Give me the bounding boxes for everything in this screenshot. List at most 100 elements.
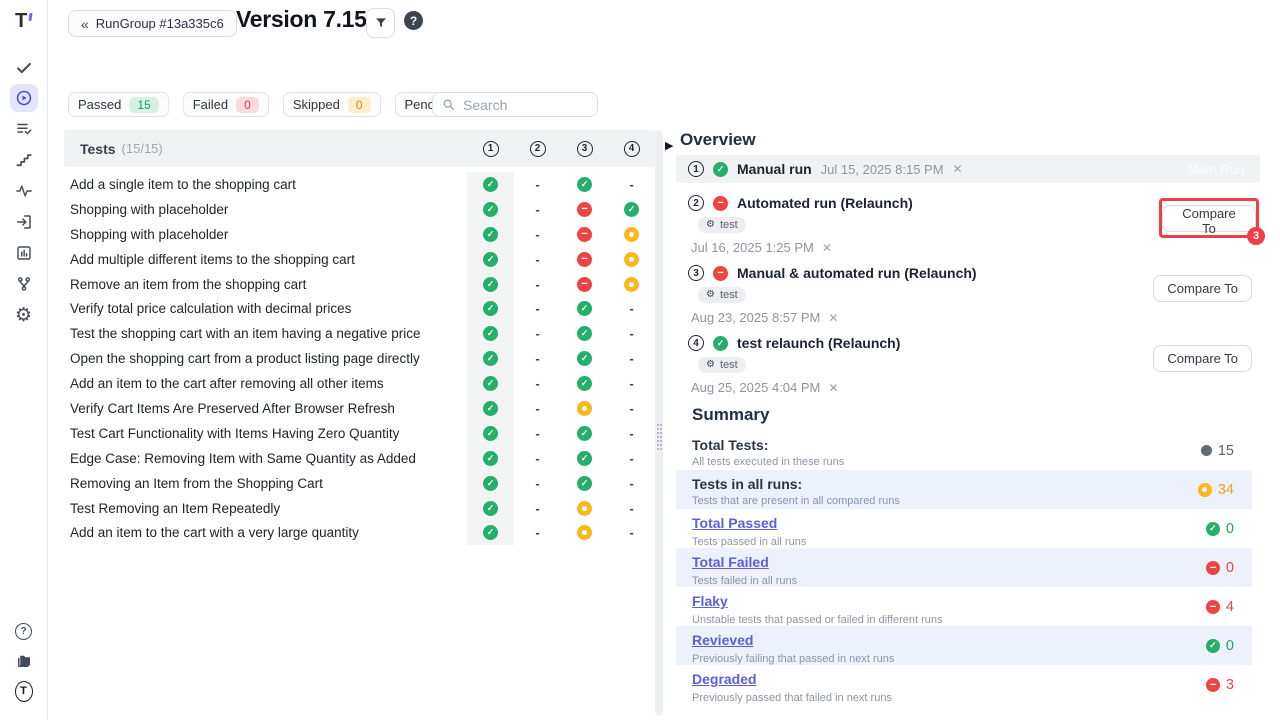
table-row[interactable]: Verify Cart Items Are Preserved After Br… — [64, 396, 655, 421]
tests-table: Tests (15/15) 1 2 3 4 Add a single item to … — [64, 130, 655, 546]
table-row[interactable]: Add an item to the cart with a very larg… — [64, 520, 655, 546]
status-none-dash: - — [629, 525, 634, 541]
table-row[interactable]: Remove an item from the shopping cart ✓ - − — [64, 271, 655, 297]
test-name: Verify Cart Items Are Preserved After Br… — [70, 400, 395, 416]
test-name: Test Removing an Item Repeatedly — [70, 500, 281, 516]
list-check-icon[interactable] — [15, 120, 33, 138]
run-row-main[interactable]: 1 ✓ Manual run Jul 15, 2025 8:15 PM ✕ Main Ru… — [676, 155, 1260, 183]
docs-folder-icon[interactable] — [15, 652, 33, 670]
compare-to-button[interactable]: Compare To — [1162, 204, 1256, 236]
status-none-dash: - — [535, 276, 540, 292]
status-cell: ✓ — [467, 246, 514, 272]
settings-gear-icon[interactable]: ⚙ — [14, 304, 33, 326]
status-cell: ✓ — [467, 396, 514, 421]
sidebar-item-runs[interactable] — [10, 84, 38, 112]
remove-run-icon[interactable]: ✕ — [821, 240, 832, 255]
summary-label-link[interactable]: Revieved — [692, 632, 754, 648]
summary-label-link[interactable]: Flaky — [692, 593, 728, 609]
pulse-icon[interactable] — [15, 182, 33, 200]
run-number-circle: 1 — [688, 161, 704, 177]
filter-count-badge: 15 — [129, 96, 159, 113]
report-chart-icon[interactable] — [15, 244, 33, 262]
table-row[interactable]: Test Removing an Item Repeatedly ✓ - - — [64, 495, 655, 521]
compare-to-button[interactable]: Compare To — [1153, 345, 1252, 372]
branch-icon[interactable] — [15, 275, 33, 293]
table-row[interactable]: Verify total price calculation with deci… — [64, 296, 655, 322]
brand-circle-icon[interactable]: T — [14, 680, 33, 702]
import-icon[interactable] — [15, 213, 33, 231]
run-row[interactable]: 2− Automated run (Relaunch) ⚙ test Jul 16, 2… — [676, 191, 1265, 255]
run-column-header[interactable]: 3 — [561, 140, 608, 157]
compare-to-button[interactable]: Compare To — [1153, 275, 1252, 302]
status-pass-icon: ✓ — [577, 450, 592, 466]
run-title-line: 4 ✓ test relaunch (Relaunch) — [688, 335, 1260, 351]
run-row[interactable]: 3− Manual & automated run (Relaunch) ⚙ test… — [676, 261, 1260, 325]
steps-icon[interactable] — [15, 151, 33, 169]
summary-label-link[interactable]: Degraded — [692, 671, 757, 687]
skip-dot — [629, 256, 634, 262]
filter-button[interactable] — [366, 8, 395, 38]
run-tag[interactable]: ⚙ test — [698, 217, 746, 233]
status-cell: ✓ — [467, 371, 514, 397]
run-tag[interactable]: ⚙ test — [698, 287, 746, 303]
table-row[interactable]: Shopping with placeholder ✓ - − ✓ — [64, 196, 655, 222]
run-column-header[interactable]: 4 — [608, 140, 655, 157]
back-to-rungroup-button[interactable]: « RunGroup #13a335c6 — [68, 10, 237, 37]
summary-row: Revieved Previously failing that passed i… — [676, 626, 1252, 665]
run-date: Aug 25, 2025 4:04 PM — [691, 380, 821, 395]
divider-grip-handle[interactable] — [657, 424, 662, 450]
brand-logo-icon[interactable]: T — [15, 10, 33, 33]
status-pass-icon: ✓ — [483, 425, 498, 441]
status-pass-icon: ✓ — [483, 400, 498, 416]
run-row[interactable]: 4 ✓ test relaunch (Relaunch) ⚙ test Aug 25, 2… — [676, 331, 1260, 395]
status-fail-icon: − — [713, 195, 728, 211]
status-none-dash: - — [629, 400, 634, 416]
remove-run-icon[interactable]: ✕ — [828, 380, 839, 395]
run-column-header[interactable]: 1 — [467, 140, 514, 157]
check-icon[interactable] — [15, 59, 33, 77]
run-tag[interactable]: ⚙ test — [698, 357, 746, 373]
collapse-panel-icon[interactable]: ▶ — [665, 140, 674, 152]
table-row[interactable]: Test the shopping cart with an item havi… — [64, 321, 655, 347]
table-row[interactable]: Add multiple different items to the shop… — [64, 246, 655, 272]
test-name: Test the shopping cart with an item havi… — [70, 326, 421, 342]
status-pass-icon: ✓ — [483, 525, 498, 541]
tag-label: test — [719, 219, 738, 231]
search-box[interactable] — [432, 92, 598, 117]
table-row[interactable]: Add a single item to the shopping cart ✓ -… — [64, 172, 655, 197]
summary-label-link[interactable]: Total Failed — [692, 554, 769, 570]
table-row[interactable]: Shopping with placeholder ✓ - − — [64, 221, 655, 247]
search-input[interactable] — [463, 96, 573, 113]
status-pass-icon: ✓ — [483, 500, 498, 516]
funnel-icon — [375, 18, 386, 28]
status-cell: - — [608, 346, 655, 371]
panel-divider[interactable] — [655, 130, 663, 716]
column-number-circle: 4 — [623, 140, 640, 157]
tag-label: test — [719, 359, 738, 371]
help-ring-icon[interactable]: ? — [15, 622, 33, 640]
summary-description: Tests that are present in all compared r… — [692, 495, 900, 507]
table-row[interactable]: Open the shopping cart from a product li… — [64, 346, 655, 372]
status-cell: - — [514, 496, 561, 521]
summary-count: 0 — [1225, 520, 1234, 537]
status-cell: − — [561, 247, 608, 272]
help-button[interactable]: ? — [404, 11, 423, 30]
status-filter-failed[interactable]: Failed 0 — [182, 92, 269, 117]
summary-label-link[interactable]: Total Passed — [692, 515, 778, 531]
table-row[interactable]: Edge Case: Removing Item with Same Quant… — [64, 445, 655, 471]
run-number-circle: 2 — [688, 195, 704, 211]
table-row[interactable]: Add an item to the cart after removing a… — [64, 371, 655, 397]
status-fail-icon: − — [577, 226, 592, 242]
run-column-header[interactable]: 2 — [514, 140, 561, 157]
status-filter-skipped[interactable]: Skipped 0 — [282, 92, 381, 117]
status-none-dash: - — [535, 525, 540, 541]
annotation-step-badge: 3 — [1247, 227, 1265, 245]
remove-run-icon[interactable]: ✕ — [828, 310, 839, 325]
status-none-dash: - — [535, 326, 540, 342]
remove-run-icon[interactable]: ✕ — [952, 162, 963, 176]
test-name: Removing an Item from the Shopping Cart — [70, 475, 323, 491]
status-filter-passed[interactable]: Passed 15 — [68, 92, 169, 117]
table-row[interactable]: Test Cart Functionality with Items Havin… — [64, 420, 655, 446]
status-cell: ✓ — [561, 421, 608, 446]
table-row[interactable]: Removing an Item from the Shopping Cart ✓… — [64, 470, 655, 496]
